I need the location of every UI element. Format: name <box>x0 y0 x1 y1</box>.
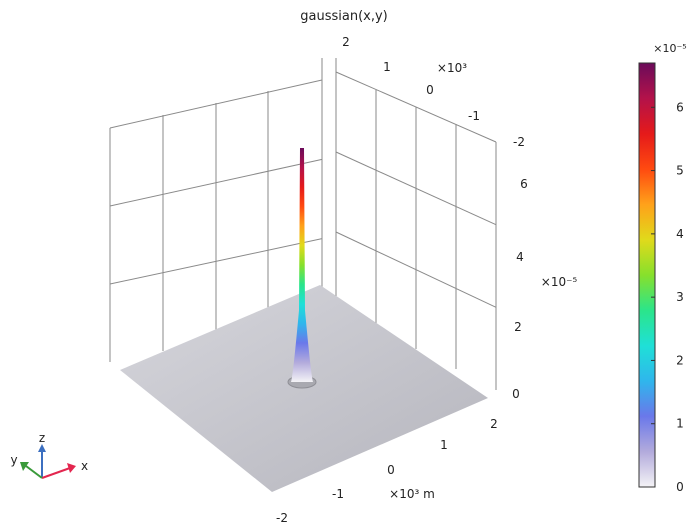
triad-x-arrow <box>41 467 71 479</box>
x-tick-label: 0 <box>387 463 395 477</box>
y-tick-label: 1 <box>383 60 391 74</box>
peak-spike <box>291 148 313 382</box>
triad-y-arrowhead <box>20 462 29 471</box>
colorbar-exponent: ×10⁻⁵ <box>653 42 686 55</box>
wall-left-hline <box>109 79 323 129</box>
z-axis-exponent: ×10⁻⁵ <box>541 275 578 289</box>
colorbar-tick-label: 0 <box>676 480 684 494</box>
x-tick-label: -2 <box>276 511 288 525</box>
x-axis-label: ×10³ m <box>389 487 435 501</box>
colorbar-ramp <box>638 62 656 488</box>
triad-y-label: y <box>10 453 17 467</box>
floor-surface <box>120 285 488 492</box>
y-tick-label: -2 <box>513 135 525 149</box>
triad-x-label: x <box>81 459 88 473</box>
wall-right-hline <box>335 231 497 308</box>
axis-triad: z x y <box>10 431 88 479</box>
chart-title: gaussian(x,y) <box>300 9 387 24</box>
colorbar-tick-label: 4 <box>676 227 684 241</box>
colorbar-tick-label: 2 <box>676 353 684 367</box>
axis-ticks: -2 -1 0 1 2 2 1 0 -1 -2 0 2 4 6 <box>276 35 528 525</box>
colorbar-tick-label: 6 <box>676 100 684 114</box>
colorbar-tick-label: 5 <box>676 164 684 178</box>
z-tick-label: 0 <box>512 387 520 401</box>
triad-z-label: z <box>39 431 45 445</box>
y-tick-label: 2 <box>342 35 350 49</box>
triad-z-arrowhead <box>38 444 46 452</box>
triad-x-arrowhead <box>67 463 76 473</box>
z-tick-label: 4 <box>516 250 524 264</box>
colorbar-tick-label: 3 <box>676 290 684 304</box>
x-tick-label: 2 <box>490 417 498 431</box>
back-walls <box>109 58 497 390</box>
gaussian-peak <box>287 148 317 389</box>
y-tick-label: -1 <box>468 109 480 123</box>
x-tick-label: 1 <box>440 438 448 452</box>
z-tick-label: 6 <box>520 177 528 191</box>
colorbar-tick-label: 1 <box>676 417 684 431</box>
y-axis-exponent: ×10³ <box>437 61 467 75</box>
x-tick-label: -1 <box>332 487 344 501</box>
colorbar: 0 1 2 3 4 5 6 <box>638 62 684 494</box>
wall-right-hline <box>335 151 497 226</box>
triad-y-arrow <box>25 465 43 479</box>
wall-right-hline <box>335 71 497 143</box>
wall-left-hline <box>109 158 323 207</box>
z-tick-label: 2 <box>514 320 522 334</box>
wall-left-hline <box>109 238 323 285</box>
y-tick-label: 0 <box>426 83 434 97</box>
